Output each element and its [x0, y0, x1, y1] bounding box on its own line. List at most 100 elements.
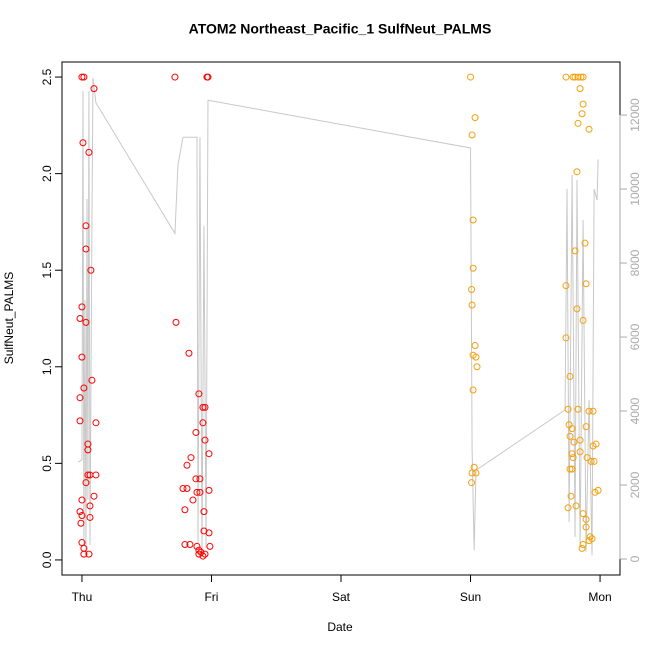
- data-point: [205, 529, 213, 537]
- data-point: [88, 376, 96, 384]
- x-axis-title: Date: [327, 620, 353, 634]
- data-point: [469, 264, 477, 272]
- data-point: [468, 286, 476, 294]
- data-point: [582, 423, 590, 431]
- data-point: [573, 168, 581, 176]
- data-point: [469, 386, 477, 394]
- y2-tick-label: 10000: [628, 172, 642, 206]
- data-point: [568, 450, 576, 458]
- data-point: [201, 436, 209, 444]
- data-point: [578, 544, 586, 552]
- data-point: [84, 446, 92, 454]
- data-point: [467, 73, 475, 81]
- data-point: [468, 479, 476, 487]
- data-point: [172, 318, 180, 326]
- y2-tick-label: 0: [628, 555, 642, 562]
- data-point: [562, 334, 570, 342]
- data-point: [195, 550, 203, 558]
- data-point: [195, 546, 203, 554]
- data-point: [205, 486, 213, 494]
- data-point: [473, 363, 481, 371]
- y-tick-label: 0.0: [40, 551, 54, 568]
- data-point: [582, 523, 590, 531]
- plot-frame: [61, 61, 621, 576]
- data-point: [186, 540, 194, 548]
- data-point: [468, 301, 476, 309]
- data-point: [585, 407, 593, 415]
- data-point: [592, 440, 600, 448]
- data-point: [570, 438, 578, 446]
- data-point: [581, 239, 589, 247]
- data-point: [468, 469, 476, 477]
- data-point: [78, 353, 86, 361]
- data-point: [86, 513, 94, 521]
- data-point: [79, 139, 87, 147]
- chart-title: ATOM2 Northeast_Pacific_1 SulfNeut_PALMS: [189, 21, 492, 37]
- data-point: [585, 125, 593, 133]
- data-point: [574, 119, 582, 127]
- data-point: [206, 542, 214, 550]
- data-point: [82, 318, 90, 326]
- data-point: [572, 502, 580, 510]
- x-tick-label: Thu: [72, 590, 93, 604]
- y2-tick-label: 6000: [628, 323, 642, 350]
- data-point: [76, 417, 84, 425]
- data-point: [205, 450, 213, 458]
- y2-tick-label: 12000: [628, 98, 642, 132]
- data-point: [76, 508, 84, 516]
- data-point: [587, 457, 595, 465]
- data-point: [564, 504, 572, 512]
- data-point: [85, 148, 93, 156]
- data-point: [579, 73, 587, 81]
- y-axis-title: SulfNeut_PALMS: [2, 272, 16, 365]
- data-point: [569, 454, 577, 462]
- data-point: [82, 222, 90, 230]
- data-point: [574, 73, 582, 81]
- data-point: [200, 508, 208, 516]
- x-tick-label: Fri: [204, 590, 218, 604]
- data-point: [568, 425, 576, 433]
- data-point: [77, 519, 85, 527]
- y-tick-label: 1.0: [40, 358, 54, 375]
- data-point: [579, 540, 587, 548]
- data-point: [179, 484, 187, 492]
- data-point: [183, 461, 191, 469]
- data-point: [582, 515, 590, 523]
- data-point: [472, 353, 480, 361]
- data-point: [583, 454, 591, 462]
- data-point: [201, 403, 209, 411]
- data-point: [82, 245, 90, 253]
- data-point: [204, 73, 212, 81]
- data-point: [471, 342, 479, 350]
- data-point: [196, 475, 204, 483]
- data-point: [78, 73, 86, 81]
- data-point: [566, 465, 574, 473]
- data-point: [76, 394, 84, 402]
- data-point: [468, 131, 476, 139]
- data-point: [568, 465, 576, 473]
- data-point: [564, 405, 572, 413]
- data-point: [571, 247, 579, 255]
- x-tick-label: Mon: [588, 590, 611, 604]
- data-point: [80, 73, 88, 81]
- data-point: [573, 305, 581, 313]
- data-point: [199, 419, 207, 427]
- y2-tick-label: 2000: [628, 471, 642, 498]
- data-point: [78, 303, 86, 311]
- data-point: [86, 502, 94, 510]
- data-point: [85, 550, 93, 558]
- data-point: [192, 428, 200, 436]
- data-point: [78, 496, 86, 504]
- data-point: [577, 73, 585, 81]
- data-point: [90, 492, 98, 500]
- data-point: [562, 282, 570, 290]
- data-point: [567, 492, 575, 500]
- y-tick-label: 2.0: [40, 165, 54, 182]
- data-point: [471, 114, 479, 122]
- data-point: [585, 537, 593, 545]
- data-point: [92, 419, 100, 427]
- data-point: [472, 469, 480, 477]
- data-point: [197, 548, 205, 556]
